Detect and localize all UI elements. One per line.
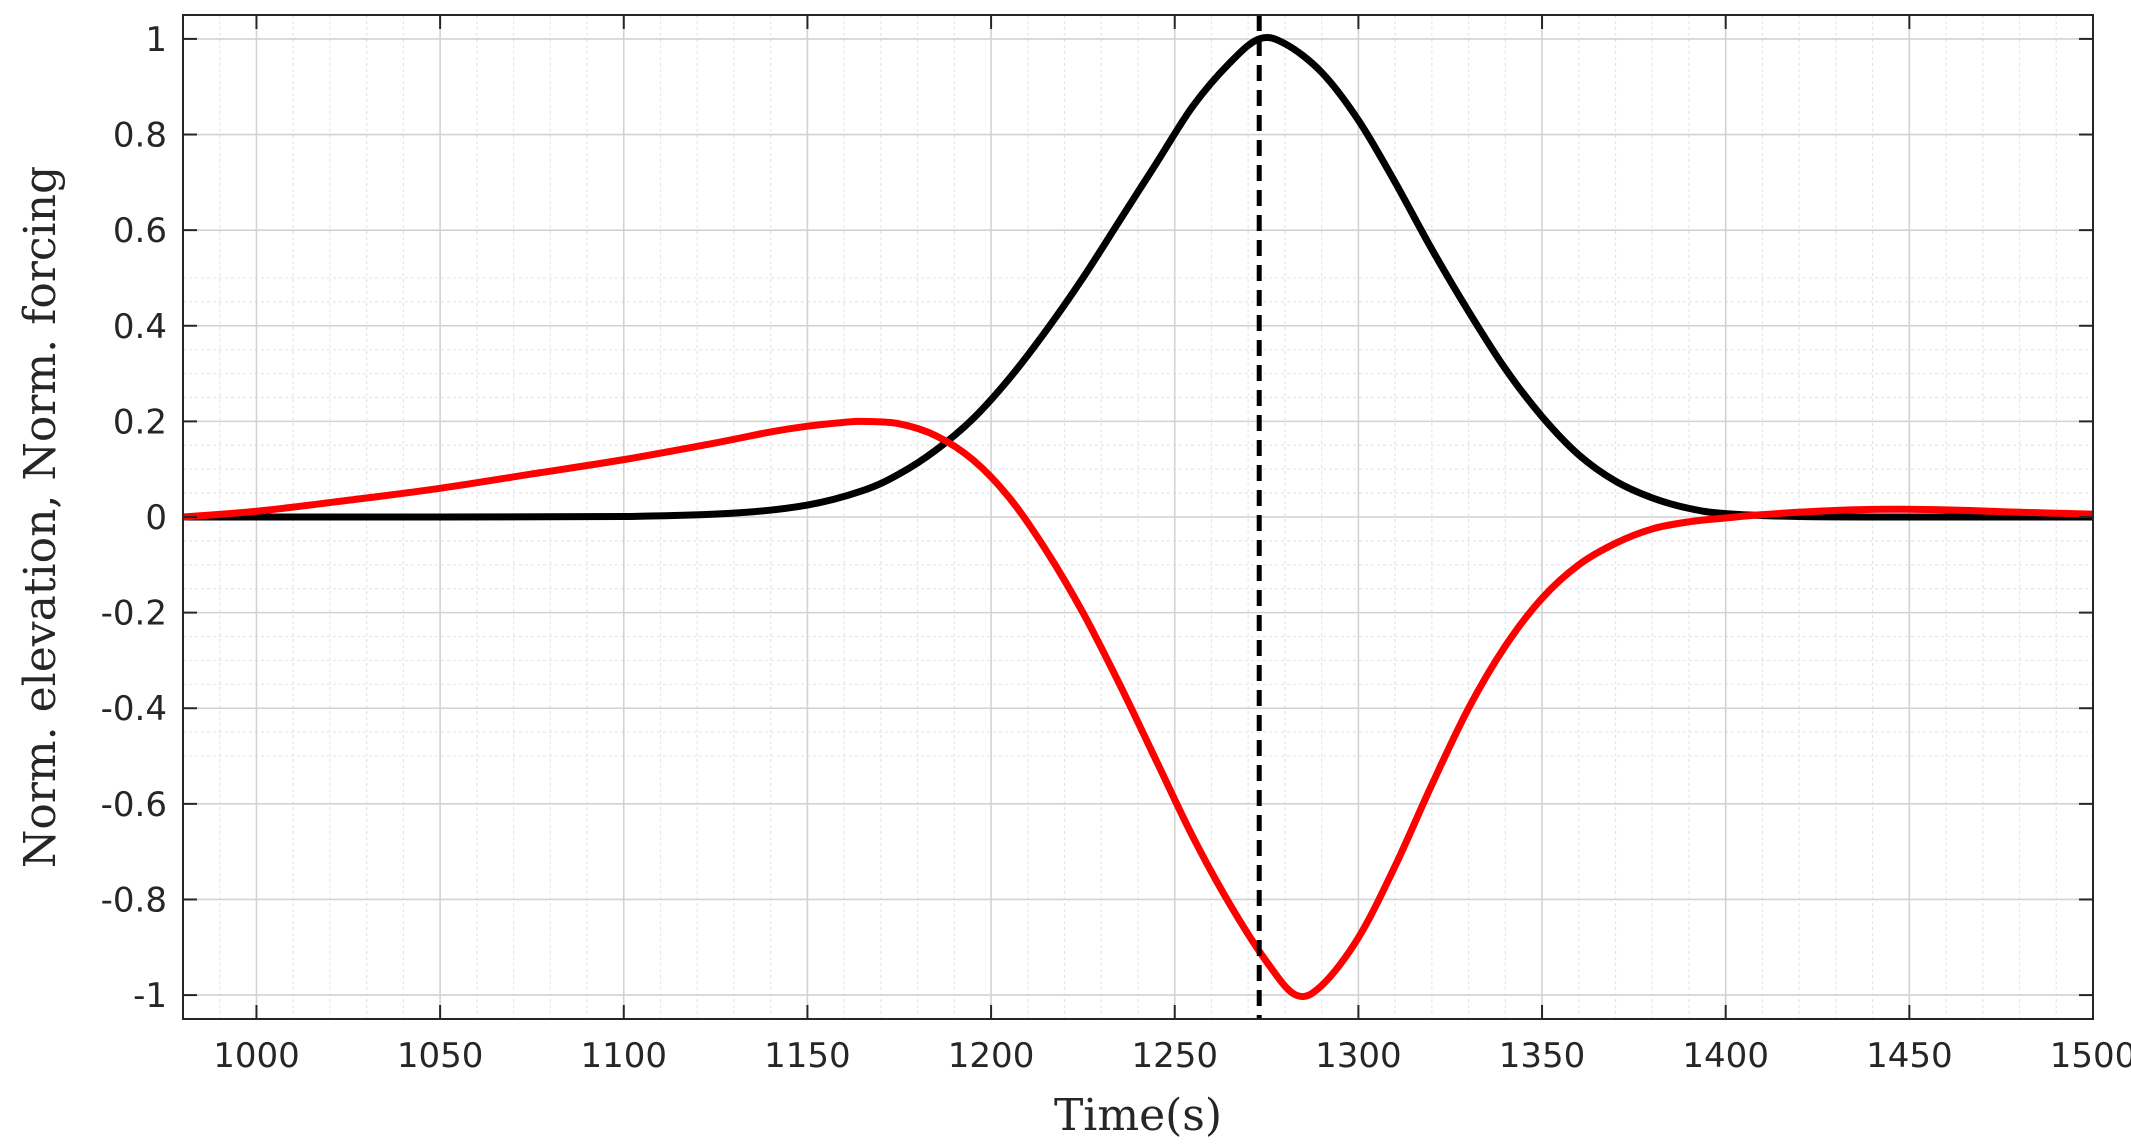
x-tick-label: 1400	[1682, 1036, 1769, 1076]
y-tick-label: -0.6	[101, 785, 167, 825]
x-tick-label: 1300	[1315, 1036, 1402, 1076]
x-ticks: 1000 1050 1100 1150 1200 1250 1300 1350 1400 1450…	[213, 15, 2131, 1076]
x-tick-label: 1100	[581, 1036, 668, 1076]
minor-grid	[182, 15, 2093, 1019]
y-tick-label: 0.8	[113, 116, 167, 156]
x-tick-label: 1000	[213, 1036, 300, 1076]
series-layer	[182, 34, 2094, 1001]
x-tick-label: 1200	[948, 1036, 1035, 1076]
series-line-1	[182, 417, 2094, 1001]
x-tick-label: 1500	[2050, 1036, 2131, 1076]
y-tick-label: 0	[145, 498, 167, 538]
x-tick-label: 1350	[1499, 1036, 1586, 1076]
x-tick-label: 1250	[1131, 1036, 1218, 1076]
y-ticks: -1 -0.8 -0.6 -0.4 -0.2 0 0.2 0.4 0.6 0.8 1	[101, 20, 2093, 1016]
y-tick-label: -0.2	[101, 594, 167, 634]
y-tick-label: -0.8	[101, 880, 167, 920]
major-grid	[183, 15, 2094, 1019]
x-tick-label: 1050	[397, 1036, 484, 1076]
y-tick-label: 0.6	[113, 211, 167, 251]
y-tick-label: -0.4	[101, 689, 167, 729]
y-tick-label: 1	[145, 20, 167, 60]
y-tick-label: -1	[133, 976, 167, 1016]
x-tick-label: 1450	[1866, 1036, 1953, 1076]
y-tick-label: 0.4	[113, 307, 167, 347]
y-axis-label: Norm. elevation, Norm. forcing	[15, 166, 66, 868]
series-line-0	[182, 34, 2094, 521]
x-tick-label: 1150	[764, 1036, 851, 1076]
y-tick-label: 0.2	[113, 402, 167, 442]
x-axis-label: Time(s)	[1054, 1090, 1222, 1141]
